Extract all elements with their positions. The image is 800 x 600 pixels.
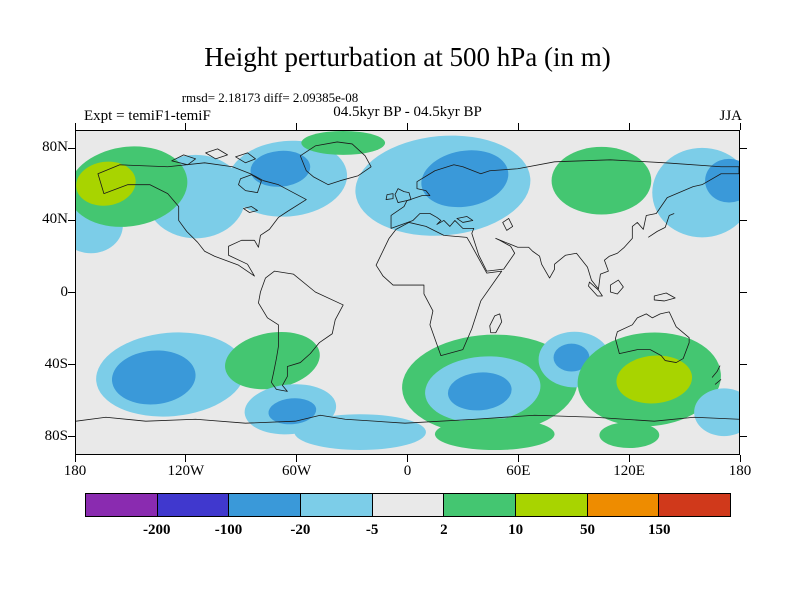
colorbar-segment	[300, 493, 373, 517]
contour-region-m20_m5	[694, 388, 739, 437]
lon-tick	[407, 123, 408, 130]
contour-region-m100_m20	[268, 398, 317, 425]
lon-tick	[74, 123, 76, 130]
contour-region-m100_m20	[421, 150, 509, 208]
lon-tick	[739, 123, 741, 130]
lat-axis-label: 80N	[42, 139, 68, 156]
lat-axis-label: 80S	[44, 427, 68, 444]
colorbar-segment	[371, 493, 445, 517]
lat-tick	[68, 436, 75, 438]
colorbar-segment	[228, 493, 302, 517]
contour-region-p10_p50	[76, 161, 136, 206]
coastlines-layer	[76, 141, 739, 424]
contour-region-m100_m20	[705, 158, 739, 203]
contour-region-m100_m20	[111, 350, 196, 405]
lon-tick	[185, 123, 187, 130]
lon-axis-label: 60E	[506, 463, 531, 479]
contour-region-m100_m20	[250, 150, 311, 187]
lat-axis-label: 40S	[44, 355, 68, 372]
lon-tick	[407, 455, 408, 462]
contour-region-m100_m20	[553, 343, 590, 372]
lon-axis-label: 180	[728, 463, 752, 479]
lon-axis-label: 120E	[613, 463, 645, 479]
lat-tick	[740, 436, 747, 438]
lon-tick	[296, 455, 298, 462]
colorbar-segment	[515, 493, 588, 517]
page-title: Height perturbation at 500 hPa (in m)	[204, 42, 611, 72]
colorbar-label: 150	[647, 522, 671, 538]
colorbar-segment	[156, 493, 230, 517]
contour-region-p2_p10	[599, 422, 660, 449]
colorbar-segment	[658, 493, 732, 517]
lat-tick	[68, 219, 75, 221]
map-plot-area	[75, 130, 740, 455]
world-map	[76, 131, 739, 454]
colorbar-label: -5	[365, 522, 379, 538]
contour-region-p2_p10	[551, 146, 652, 215]
colorbar-label: 50	[579, 522, 595, 538]
stats-text: rmsd= 2.18173 diff= 2.09385e-08	[181, 90, 359, 105]
lat-tick	[740, 219, 747, 221]
lon-tick	[628, 123, 630, 130]
contour-fill-layer	[76, 131, 739, 451]
lon-axis-label: 120W	[167, 463, 205, 479]
lat-axis-label: 40N	[42, 211, 68, 228]
lat-tick	[740, 292, 747, 293]
contour-region-p10_p50	[616, 355, 693, 404]
lat-axis-label: 0	[60, 283, 69, 300]
contour-region-p2_p10	[225, 331, 320, 390]
colorbar-label: -20	[290, 522, 311, 538]
lat-tick	[68, 292, 75, 293]
lat-tick	[740, 147, 747, 149]
period-text: 04.5kyr BP - 04.5kyr BP	[333, 104, 482, 120]
colorbar-label: 10	[508, 522, 524, 538]
lon-axis-label: 180	[63, 463, 87, 479]
lon-tick	[517, 455, 519, 462]
colorbar-segment	[443, 493, 517, 517]
contour-region-m20_m5	[294, 414, 426, 451]
lon-axis-label: 60W	[282, 463, 312, 479]
lon-axis-label: 0	[403, 463, 412, 479]
colorbar-label: 2	[440, 522, 448, 538]
lon-tick	[74, 455, 76, 462]
lat-tick	[740, 364, 747, 366]
season-label: JJA	[719, 108, 742, 124]
colorbar-segment	[85, 493, 158, 517]
lon-tick	[739, 455, 741, 462]
colorbar-label: -200	[143, 522, 171, 538]
contour-region-m100_m20	[447, 372, 512, 411]
lon-tick	[296, 123, 298, 130]
colorbar	[85, 493, 732, 517]
lon-tick	[185, 455, 187, 462]
colorbar-segment	[586, 493, 660, 517]
colorbar-label: -100	[214, 522, 243, 538]
lat-tick	[68, 364, 75, 366]
lat-tick	[68, 147, 75, 149]
lon-tick	[517, 123, 519, 130]
contour-region-p2_p10	[434, 418, 555, 451]
lon-tick	[628, 455, 630, 462]
experiment-label: Expt = temiF1-temiF	[84, 108, 211, 124]
